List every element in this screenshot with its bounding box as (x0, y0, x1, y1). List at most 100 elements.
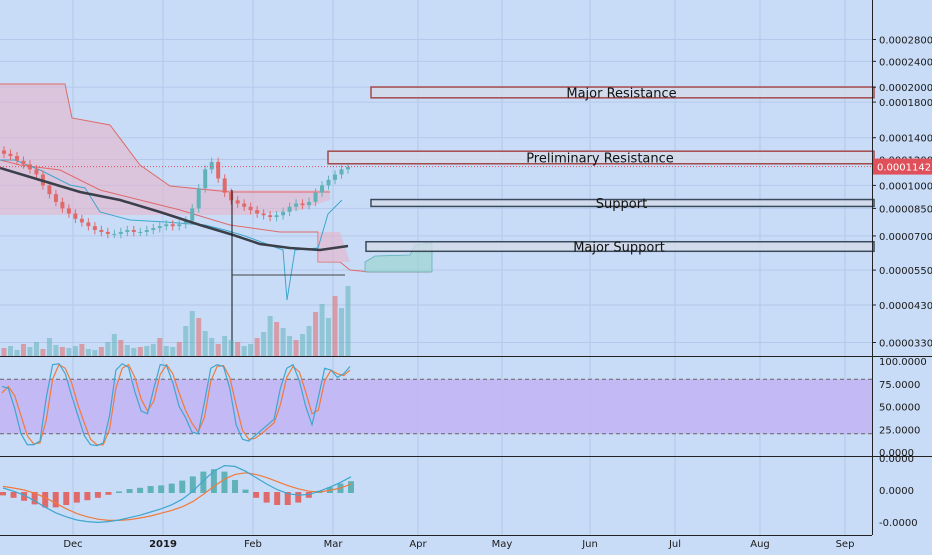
time-tick-label: Jun (581, 539, 598, 550)
candle-body (105, 231, 110, 234)
macd-panel[interactable]: 0.0000 0.0000 -0.0000 (0, 454, 918, 529)
candle-body (170, 224, 175, 227)
macd-histogram-bar (210, 469, 217, 493)
volume-bar (163, 346, 169, 356)
macd-histogram-bar (295, 492, 302, 503)
price-panel[interactable] (0, 83, 872, 356)
candle-body (248, 206, 253, 211)
candle-body (242, 203, 247, 207)
zone-label: Preliminary Resistance (526, 151, 674, 166)
macd-tick-label: 0.0000 (879, 486, 914, 497)
macd-histogram-bar (137, 487, 144, 493)
volume-bar (267, 316, 273, 356)
candle-body (47, 185, 52, 195)
volume-bar (150, 344, 156, 356)
candle-body (27, 164, 32, 170)
volume-bar (170, 347, 176, 356)
volume-bar (293, 340, 299, 356)
macd-histogram-bar (105, 492, 112, 495)
macd-histogram-bar (94, 492, 101, 498)
volume-bar (319, 304, 325, 356)
volume-bar (66, 348, 72, 356)
zone-box (327, 150, 875, 165)
volume-bar (306, 326, 312, 356)
candle-body (177, 224, 182, 227)
macd-histogram-bar (52, 492, 59, 508)
time-tick-label: Aug (750, 539, 770, 550)
candle-body (320, 185, 325, 193)
stoch-band (0, 379, 872, 434)
candle-body (307, 201, 312, 206)
stoch-tick-label: 50.0000 (879, 403, 920, 414)
candle-body (203, 169, 208, 189)
time-tick-label: Apr (409, 539, 427, 550)
volume-bar (176, 342, 182, 356)
volume-bar (131, 348, 137, 356)
moving-average (0, 166, 349, 252)
macd-histogram-bar (253, 492, 260, 498)
volume-bar (326, 318, 332, 356)
candle-body (53, 194, 58, 202)
volume-bar (241, 346, 247, 356)
volume-bar (189, 311, 195, 356)
macd-histogram-bar (63, 492, 70, 505)
candle-body (66, 208, 71, 214)
volume-bar (92, 350, 98, 356)
volume-bar (300, 334, 306, 356)
volume-bar (40, 349, 46, 356)
candle-body (144, 229, 149, 232)
macd-histogram-bar (21, 492, 28, 501)
volume-bar (27, 347, 33, 356)
macd-histogram-bar (189, 476, 196, 493)
candle-body (79, 218, 84, 223)
volume-bar (228, 340, 234, 356)
volume-bar (157, 338, 163, 356)
volume-bar (85, 349, 91, 356)
candle-body (99, 229, 104, 232)
volume-bar (215, 344, 221, 356)
macd-tick-label: -0.0000 (879, 518, 918, 529)
price-tick-label: 0.0000330 (879, 338, 932, 349)
macd-signal-line (2, 472, 352, 522)
time-tick-label: Sep (836, 539, 855, 550)
price-tick-label: 0.0001000 (879, 181, 932, 192)
candle-body (151, 228, 156, 230)
volume-bar (79, 344, 85, 356)
stoch-tick-label: 75.0000 (879, 380, 920, 391)
time-tick-label: Feb (244, 539, 262, 550)
macd-histogram-bar (168, 483, 175, 493)
current-price-tag (873, 158, 932, 175)
price-tick-label: 0.0001800 (879, 98, 932, 109)
macd-histogram-bar (232, 480, 238, 493)
macd-histogram-bar (116, 491, 122, 493)
stochastic-rsi-panel[interactable]: 100.0000 75.0000 50.0000 25.0000 0.0000 (0, 357, 927, 459)
volume-bar (183, 326, 189, 356)
candle-body (118, 231, 123, 234)
volume-bar (209, 338, 215, 356)
candle-body (196, 188, 201, 209)
stoch-tick-label: 0.0000 (879, 448, 914, 459)
volume-bar (222, 336, 228, 356)
macd-histogram-bar (179, 480, 186, 493)
volume-bar (196, 318, 202, 356)
volume-bar (235, 342, 241, 356)
candle-body (209, 161, 214, 170)
macd-histogram-bar (348, 481, 354, 493)
cloud-span-b (0, 159, 430, 273)
volume-bar (105, 342, 111, 356)
volume-bar (1, 348, 7, 356)
zone-label: Major Support (573, 241, 665, 256)
candle-body (326, 179, 331, 186)
zone-box (370, 86, 875, 99)
candle-body (92, 226, 97, 230)
volume-bar (313, 312, 319, 356)
candle-body (261, 213, 266, 216)
candle-body (229, 192, 234, 201)
candle-body (274, 215, 279, 218)
candle-body (235, 200, 240, 204)
volume-bar (59, 347, 65, 356)
candle-body (313, 192, 318, 202)
price-tick-label: 0.0002800 (879, 35, 932, 46)
